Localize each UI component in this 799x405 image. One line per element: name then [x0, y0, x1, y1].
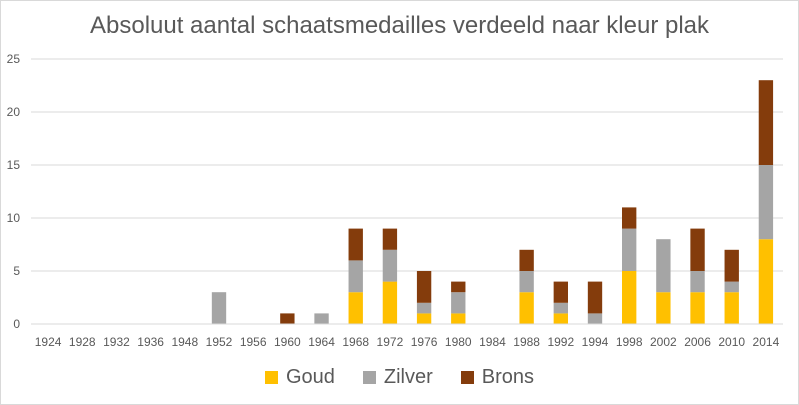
bar-brons-1980: [451, 281, 466, 293]
legend-item-brons: Brons: [460, 366, 535, 389]
bar-goud-2006: [690, 292, 705, 324]
bar-zilver-1980: [451, 292, 466, 314]
bar-goud-1968: [348, 292, 363, 324]
bar-zilver-1964: [314, 313, 329, 324]
bar-zilver-2010: [724, 281, 739, 293]
legend-label-zilver: Zilver: [383, 366, 433, 388]
y-tick-label-5: 5: [13, 264, 20, 278]
bar-goud-2010: [724, 292, 739, 324]
y-tick-label-10: 10: [7, 211, 21, 225]
x-tick-label-2006: 2006: [684, 335, 711, 349]
x-tick-label-1932: 1932: [103, 335, 130, 349]
bar-zilver-1952: [211, 292, 227, 324]
bar-zilver-1972: [382, 249, 398, 282]
bar-brons-1998: [622, 207, 637, 229]
bar-goud-1980: [451, 313, 466, 324]
x-tick-label-1972: 1972: [377, 335, 404, 349]
chart-title: Absoluut aantal schaatsmedailles verdeel…: [89, 12, 710, 39]
legend-swatch-goud: [264, 371, 278, 384]
bar-goud-2002: [656, 292, 671, 324]
x-tick-label-1980: 1980: [445, 335, 472, 349]
x-tick-label-1928: 1928: [69, 335, 96, 349]
legend-swatch-zilver: [362, 371, 376, 384]
x-tick-label-1984: 1984: [479, 335, 506, 349]
y-tick-label-15: 15: [7, 158, 21, 172]
legend-item-goud: Goud: [264, 366, 335, 389]
x-tick-label-1948: 1948: [171, 335, 198, 349]
bar-zilver-2002: [656, 239, 671, 293]
bar-brons-1968: [348, 228, 363, 261]
y-tick-label-0: 0: [13, 317, 20, 331]
x-tick-label-1960: 1960: [274, 335, 301, 349]
bar-brons-1976: [416, 271, 432, 303]
bar-zilver-2014: [758, 165, 774, 240]
bar-zilver-2006: [690, 271, 705, 293]
y-tick-label-25: 25: [7, 52, 21, 66]
bar-brons-2014: [758, 80, 774, 165]
bar-brons-1992: [553, 281, 568, 303]
bar-brons-1994: [587, 281, 603, 314]
legend-label-goud: Goud: [285, 366, 335, 388]
bar-brons-1972: [382, 228, 398, 250]
x-tick-label-1976: 1976: [411, 335, 438, 349]
x-tick-label-1952: 1952: [206, 335, 233, 349]
x-tick-label-1994: 1994: [582, 335, 609, 349]
x-tick-label-1968: 1968: [342, 335, 369, 349]
chart-legend: Goud Zilver Brons: [0, 366, 799, 389]
x-tick-label-1992: 1992: [547, 335, 574, 349]
bar-zilver-1998: [622, 228, 637, 271]
bar-brons-1988: [519, 249, 534, 271]
x-tick-label-2010: 2010: [718, 335, 745, 349]
x-tick-label-1964: 1964: [308, 335, 335, 349]
legend-swatch-brons: [460, 371, 474, 384]
bar-goud-1976: [416, 313, 432, 324]
bar-brons-2006: [690, 228, 705, 271]
x-tick-label-1956: 1956: [240, 335, 267, 349]
bar-brons-1960: [280, 313, 295, 324]
y-tick-label-20: 20: [7, 105, 21, 119]
bar-goud-1972: [382, 281, 398, 324]
bar-goud-1988: [519, 292, 534, 324]
bar-zilver-1992: [553, 302, 568, 314]
x-tick-label-2002: 2002: [650, 335, 677, 349]
x-tick-label-1998: 1998: [616, 335, 643, 349]
bar-brons-2010: [724, 249, 739, 282]
bar-zilver-1988: [519, 271, 534, 293]
x-tick-label-2014: 2014: [753, 335, 780, 349]
bar-zilver-1976: [416, 302, 432, 314]
legend-label-brons: Brons: [481, 366, 535, 388]
x-tick-label-1936: 1936: [137, 335, 164, 349]
bar-zilver-1994: [587, 313, 603, 324]
legend-item-zilver: Zilver: [362, 366, 433, 389]
x-tick-label-1924: 1924: [35, 335, 62, 349]
bar-goud-1998: [622, 271, 637, 324]
x-tick-label-1988: 1988: [513, 335, 540, 349]
bar-zilver-1968: [348, 260, 363, 293]
bar-goud-1992: [553, 313, 568, 324]
bar-goud-2014: [758, 239, 774, 324]
